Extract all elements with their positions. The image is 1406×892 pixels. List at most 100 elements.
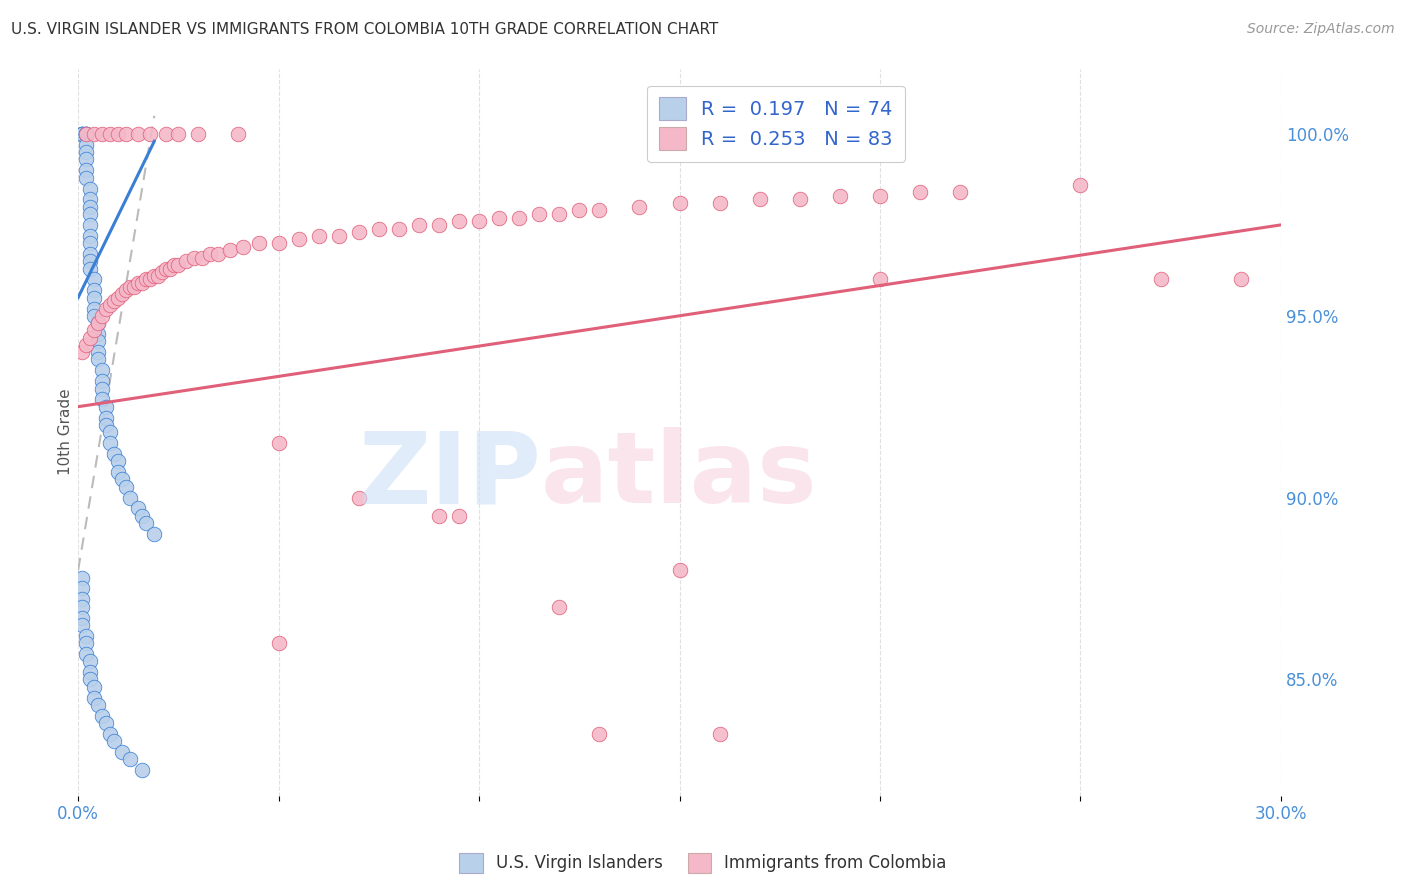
Point (87, 698, 110, 712)
Point (548, 207, 571, 221)
Point (155, 261, 177, 276)
Point (228, 127, 250, 141)
Point (70, 582, 93, 596)
Point (91, 309, 114, 323)
Point (91, 708, 114, 723)
Point (83, 272, 105, 286)
Point (75, 127, 97, 141)
Point (75, 127, 97, 141)
Point (789, 193, 811, 207)
Point (628, 200, 651, 214)
Point (949, 185, 972, 199)
Point (75, 636, 97, 650)
Point (70, 127, 93, 141)
Point (347, 225, 370, 239)
Point (79, 330, 101, 344)
Point (163, 258, 186, 272)
Point (347, 491, 370, 505)
Point (98, 127, 121, 141)
Point (91, 127, 114, 141)
Point (328, 228, 350, 243)
Point (111, 745, 134, 759)
Point (87, 352, 110, 367)
Point (488, 211, 510, 225)
Point (98, 425, 121, 439)
Point (150, 265, 173, 279)
Point (219, 244, 242, 258)
Point (98, 298, 121, 312)
Point (75, 629, 97, 643)
Point (96, 301, 118, 316)
Point (79, 207, 101, 221)
Point (748, 193, 770, 207)
Point (111, 287, 134, 301)
Point (176, 254, 198, 268)
Point (107, 465, 129, 479)
Point (131, 764, 153, 778)
Point (148, 268, 170, 283)
Point (127, 501, 149, 516)
Point (75, 145, 97, 160)
Point (75, 153, 97, 167)
Point (75, 127, 97, 141)
Point (79, 193, 101, 207)
Point (568, 203, 591, 218)
Point (103, 734, 125, 748)
Point (588, 727, 610, 741)
Point (96, 400, 118, 414)
Point (70, 618, 93, 632)
Point (75, 338, 97, 352)
Point (267, 636, 290, 650)
Point (75, 137, 97, 152)
Point (908, 185, 931, 199)
Point (159, 261, 181, 276)
Point (508, 211, 530, 225)
Point (83, 291, 105, 305)
Point (98, 727, 121, 741)
Point (70, 610, 93, 624)
Point (87, 334, 110, 349)
Point (83, 127, 105, 141)
Point (75, 127, 97, 141)
Point (548, 599, 571, 614)
Point (103, 447, 125, 461)
Point (75, 647, 97, 661)
Point (75, 163, 97, 178)
Text: atlas: atlas (541, 427, 818, 524)
Point (367, 221, 389, 235)
Point (709, 727, 731, 741)
Point (79, 673, 101, 687)
Point (79, 228, 101, 243)
Point (107, 454, 129, 468)
Point (75, 127, 97, 141)
Point (427, 508, 450, 523)
Point (207, 247, 229, 261)
Point (96, 410, 118, 425)
Point (87, 316, 110, 330)
Point (200, 247, 222, 261)
Point (135, 272, 157, 286)
Point (127, 276, 149, 290)
Point (167, 258, 190, 272)
Point (709, 196, 731, 211)
Point (143, 527, 166, 541)
Point (447, 214, 470, 228)
Point (83, 680, 105, 694)
Point (183, 251, 205, 265)
Point (231, 240, 253, 254)
Point (83, 301, 105, 316)
Point (1150, 272, 1173, 286)
Point (79, 181, 101, 195)
Point (668, 563, 690, 577)
Point (79, 665, 101, 680)
Point (308, 228, 330, 243)
Point (96, 716, 118, 731)
Point (120, 491, 142, 505)
Point (70, 127, 93, 141)
Point (122, 279, 145, 293)
Legend: U.S. Virgin Islanders, Immigrants from Colombia: U.S. Virgin Islanders, Immigrants from C… (453, 847, 953, 880)
Point (120, 279, 142, 293)
Point (427, 218, 450, 232)
Point (70, 127, 93, 141)
Point (79, 218, 101, 232)
